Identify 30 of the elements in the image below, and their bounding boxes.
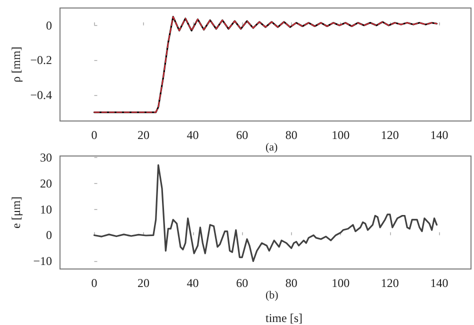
x-tick-label: 80: [285, 128, 298, 142]
x-tick-label: 120: [380, 276, 399, 290]
x-tick-label: 60: [236, 128, 248, 142]
y-axis-title: e [μm]: [9, 196, 23, 229]
x-tick-label: 100: [332, 128, 350, 142]
y-tick-label: 0: [46, 18, 52, 32]
x-tick-label: 40: [186, 276, 199, 290]
x-tick-label: 140: [430, 128, 448, 142]
y-tick-label: −0.2: [30, 53, 52, 68]
text: (b): [266, 290, 279, 302]
y-axis-title: ρ [mm]: [9, 46, 23, 82]
x-tick-label: 120: [380, 128, 399, 142]
x-tick-label: 140: [430, 276, 448, 290]
x-tick-label: 20: [138, 276, 150, 290]
y-tick-label: 0: [46, 228, 52, 242]
line-series: [93, 164, 438, 262]
x-tick-label: 60: [236, 276, 248, 290]
y-tick-label: −10: [33, 254, 52, 268]
x-tick-label: 20: [138, 128, 150, 142]
text: (a): [265, 142, 278, 154]
y-tick-label: 10: [40, 202, 52, 216]
y-tick-label: 20: [40, 176, 52, 190]
y-tick-label: 30: [40, 150, 52, 164]
x-tick-label: 100: [332, 276, 350, 290]
x-tick-label: 40: [186, 128, 199, 142]
y-tick-label: −0.4: [30, 88, 52, 102]
x-tick-label: 80: [285, 276, 298, 290]
x-tick-label: 0: [91, 276, 98, 290]
x-axis-title: time [s]: [265, 311, 302, 325]
x-tick-label: 0: [91, 128, 98, 142]
